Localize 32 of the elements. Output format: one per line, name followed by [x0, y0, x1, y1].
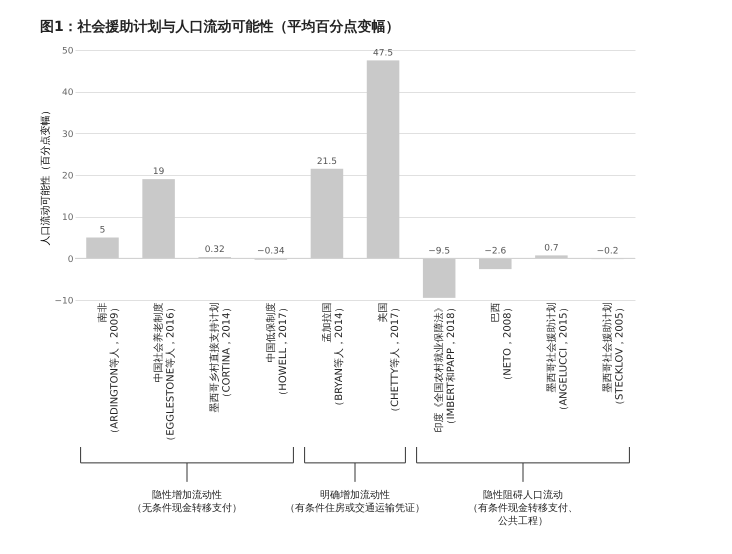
y-tick-label: 10 [62, 213, 74, 224]
x-tick-label: 中国社会养老制度（EGGLESTONE等人，2016） [152, 302, 177, 446]
text: 隐性增加流动性（无条件现金转移支付） [132, 488, 242, 514]
data-label: 5 [100, 226, 106, 236]
text: 隐性阻碍人口流动（有条件现金转移支付、公共工程） [468, 488, 578, 527]
data-label: 19 [152, 167, 165, 178]
x-tick-label: 墨西哥社会援助计划（ANGELUCCI，2015） [545, 302, 570, 416]
y-tick-label: 50 [62, 46, 74, 56]
y-tick-label: 20 [62, 172, 74, 182]
chart-title: 图1：社会援助计划与人口流动可能性（平均百分点变幅） [40, 18, 400, 35]
x-tick-label: 墨西哥乡村直接支持计划（CORTINA，2014） [208, 302, 233, 412]
x-tick-label: 巴西（NETO，2008） [490, 302, 514, 386]
y-axis-title: 人口流动可能性（百分点变幅） [40, 106, 52, 246]
x-tick-label: 美国（CHETTY等人，2017） [377, 302, 402, 417]
x-tick-label: 南非（ARDINGTON等人，2009） [96, 302, 120, 439]
x-tick-label: 中国低保制度（HOWELL，2017） [264, 302, 289, 401]
x-tick-label: 墨西哥社会援助计划（STECKLOV，2005） [602, 302, 626, 410]
y-tick-label: −10 [54, 296, 74, 306]
x-tick-label: 孟加拉国（BRYAN等人，2014） [320, 302, 345, 411]
data-label: −0.2 [596, 246, 618, 256]
y-tick-label: 0 [68, 254, 74, 265]
data-label: −2.6 [484, 246, 506, 256]
x-tick-label: 印度《全国农村就业保障法》（IMBERT和PAPP，2018） [433, 302, 458, 432]
data-label: −0.34 [257, 246, 285, 256]
data-label: 21.5 [316, 156, 337, 167]
y-tick-label: 30 [62, 130, 74, 140]
data-label: −9.5 [428, 246, 450, 256]
data-label: 47.5 [373, 48, 394, 58]
data-label: 0.7 [544, 243, 559, 254]
y-tick-label: 40 [62, 88, 74, 98]
text: 明确增加流动性（有条件住房或交通运输凭证） [285, 488, 425, 514]
data-label: 0.32 [204, 245, 225, 255]
